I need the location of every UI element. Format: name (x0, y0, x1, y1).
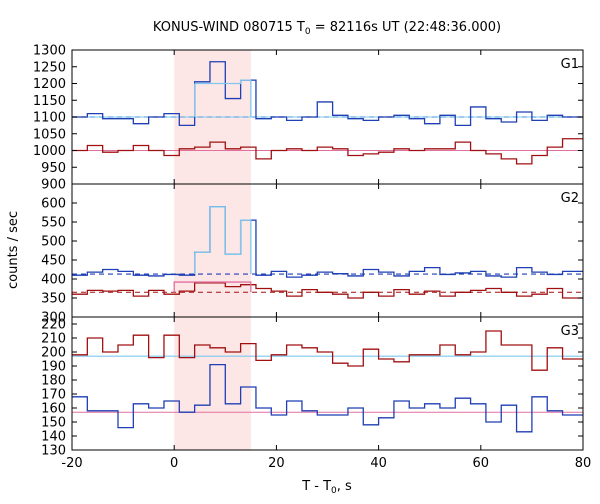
panel-g2-series-upper (72, 206, 583, 278)
panel-g3-name: G3 (561, 324, 579, 339)
panel-g1-series-burst-edges (193, 80, 252, 117)
panel-g1-ytick-label-2: 1000 (33, 144, 66, 159)
panel-g1-ytick-label-5: 1150 (33, 94, 66, 109)
panel-g2-series-burst-edges (193, 220, 252, 275)
chart-title-main: KONUS-WIND 080715 T (153, 20, 305, 35)
panel-g1-ytick-label-8: 1300 (33, 44, 66, 59)
x-tick-label-3: 40 (370, 456, 387, 471)
x-tick-label-0: -20 (61, 456, 82, 471)
panel-g3-ytick-label-3: 160 (41, 402, 66, 417)
panel-g3-ytick-label-0: 130 (41, 444, 66, 459)
panel-g1-ytick-label-3: 1050 (33, 127, 66, 142)
panel-g2-burst-interval (174, 184, 251, 317)
panel-g3-series-lower (72, 363, 583, 433)
panel-g1-ytick-label-4: 1100 (33, 111, 66, 126)
panel-g3-ytick-label-6: 190 (41, 360, 66, 375)
panel-g2-ytick-label-4: 500 (41, 235, 66, 250)
panel-g1-series-burst (194, 79, 251, 85)
panel-g3-frame (71, 316, 584, 451)
plot-area: 9009501000105011001150120012501300G13003… (33, 44, 591, 472)
panel-g1-ytick-label-7: 1250 (33, 60, 66, 75)
panel-g3-series-upper (72, 330, 583, 371)
panel-g2-ytick-label-6: 600 (41, 197, 66, 212)
panel-g3-ytick-label-9: 220 (41, 318, 66, 333)
x-axis-label-rest: , s (337, 479, 352, 494)
panel-g3-ytick-label-7: 200 (41, 346, 66, 361)
x-axis-label-main: T - T (301, 479, 331, 494)
panel-g2-series-burst (194, 206, 251, 255)
panel-g1-series-lower (72, 138, 583, 165)
panel-g2-name: G2 (561, 191, 579, 206)
panel-g2-ytick-label-5: 550 (41, 216, 66, 231)
chart-title: KONUS-WIND 080715 T0 = 82116s UT (22:48:… (153, 20, 501, 37)
x-axis-label-sub: 0 (331, 486, 337, 496)
x-axis-label: T - T0, s (301, 479, 352, 496)
x-tick-label-1: 0 (170, 456, 178, 471)
panel-g3-burst-interval (174, 317, 251, 450)
panel-g1-name: G1 (561, 57, 579, 72)
panel-g2-ytick-label-1: 350 (41, 292, 66, 307)
x-tick-label-5: 80 (575, 456, 592, 471)
chart-title-rest: = 82116s UT (22:48:36.000) (311, 20, 501, 35)
panel-g3-ytick-label-2: 150 (41, 416, 66, 431)
panel-g2-series-lower-burst (173, 281, 252, 293)
x-tick-label-2: 20 (268, 456, 285, 471)
panel-g1-series-upper (72, 61, 583, 127)
x-tick-label-4: 60 (473, 456, 490, 471)
panel-g1-ytick-label-6: 1200 (33, 77, 66, 92)
chart-title-sub: 0 (305, 27, 311, 37)
panel-g2-frame (71, 183, 584, 318)
panel-g2-ytick-label-3: 450 (41, 254, 66, 269)
y-axis-label: counts / sec (6, 211, 21, 289)
panel-g3-ytick-label-4: 170 (41, 388, 66, 403)
panel-g1-ytick-label-0: 900 (41, 178, 66, 193)
panel-g3-ytick-label-8: 210 (41, 332, 66, 347)
panel-g3-ytick-label-5: 180 (41, 374, 66, 389)
panel-g1-ytick-label-1: 950 (41, 161, 66, 176)
panel-g2-ytick-label-0: 300 (41, 311, 66, 326)
panel-g2-ytick-label-2: 400 (41, 273, 66, 288)
panel-g2-series-lower (72, 282, 583, 299)
panel-g3-ytick-label-1: 140 (41, 430, 66, 445)
